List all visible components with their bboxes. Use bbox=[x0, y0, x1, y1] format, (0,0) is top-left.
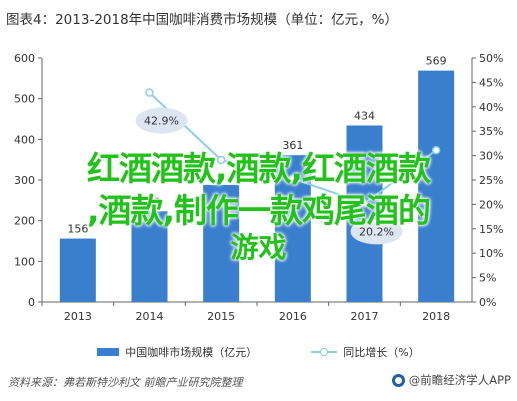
growth-label-bubble bbox=[135, 107, 188, 134]
growth-point-2017 bbox=[360, 199, 369, 208]
brand-label: @前瞻经济学人APP bbox=[408, 373, 511, 387]
x-tick-label: 2018 bbox=[422, 310, 450, 323]
chart-title: 图表4：2013-2018年中国咖啡消费市场规模（单位：亿元，%） bbox=[6, 12, 399, 28]
legend-item-line: 同比增长（%） bbox=[311, 344, 420, 360]
bar-2013 bbox=[59, 238, 96, 302]
y-right-tick-label: 30% bbox=[479, 150, 503, 163]
x-tick-label: 2013 bbox=[64, 310, 92, 323]
legend-label-bar: 中国咖啡市场规模（亿元） bbox=[125, 346, 258, 359]
x-tick-label: 2014 bbox=[136, 310, 164, 323]
bar-value-label: 434 bbox=[354, 110, 375, 123]
bar-2017 bbox=[346, 125, 383, 302]
y-left-tick-label: 300 bbox=[14, 174, 35, 187]
legend: 中国咖啡市场规模（亿元） 同比增长（%） bbox=[0, 344, 517, 360]
y-right-tick-label: 40% bbox=[479, 101, 503, 114]
legend-line-swatch bbox=[311, 347, 338, 357]
y-right-tick-label: 10% bbox=[479, 247, 503, 260]
bar-value-label: 569 bbox=[426, 55, 447, 68]
bar-2014 bbox=[131, 211, 168, 302]
growth-point-2018 bbox=[431, 145, 441, 155]
brand-credit: @前瞻经济学人APP bbox=[391, 372, 511, 388]
y-right-tick-label: 15% bbox=[479, 223, 503, 236]
x-tick-label: 2016 bbox=[279, 310, 307, 323]
x-tick-label: 2015 bbox=[207, 310, 235, 323]
bar-2018 bbox=[418, 70, 455, 303]
bar-value-label: 223 bbox=[139, 195, 160, 208]
growth-label-bubble bbox=[350, 218, 403, 245]
y-right-tick-label: 50% bbox=[479, 52, 503, 65]
y-left-tick-label: 500 bbox=[14, 93, 35, 106]
legend-bar-swatch bbox=[97, 348, 120, 356]
y-right-tick-label: 20% bbox=[479, 198, 503, 211]
legend-item-bar: 中国咖啡市场规模（亿元） bbox=[97, 344, 257, 360]
growth-point-2016 bbox=[288, 174, 298, 183]
y-right-tick-label: 45% bbox=[479, 76, 503, 89]
x-tick-label: 2017 bbox=[351, 310, 379, 323]
overlay-text-line-1: 红酒酒款,酒款,红酒酒款 bbox=[86, 149, 431, 188]
growth-value-label: 20.2% bbox=[359, 225, 394, 238]
overlay-text-line-2: ,酒款,制作一款鸡尾酒的 bbox=[86, 191, 431, 230]
overlay-text-line-3: 游戏 bbox=[230, 231, 287, 264]
growth-point-2015 bbox=[216, 155, 226, 165]
brand-logo-icon bbox=[391, 373, 405, 387]
source-note: 资料来源：弗若斯特沙利文 前瞻产业研究院整理 bbox=[8, 376, 243, 389]
growth-point-2014 bbox=[145, 88, 154, 97]
legend-label-line: 同比增长（%） bbox=[343, 346, 420, 359]
y-left-tick-label: 0 bbox=[28, 296, 35, 309]
bar-2015 bbox=[203, 184, 240, 302]
y-left-tick-label: 200 bbox=[14, 215, 35, 228]
y-left-tick-label: 400 bbox=[14, 133, 35, 146]
y-left-tick-label: 600 bbox=[14, 52, 35, 65]
y-right-tick-label: 25% bbox=[479, 174, 503, 187]
bar-value-label: 361 bbox=[282, 139, 303, 152]
y-right-tick-label: 5% bbox=[479, 272, 496, 285]
y-right-tick-label: 35% bbox=[479, 125, 503, 138]
growth-value-label: 42.9% bbox=[144, 115, 179, 128]
bar-value-label: 156 bbox=[67, 223, 88, 236]
y-right-tick-label: 0% bbox=[479, 296, 496, 309]
y-left-tick-label: 100 bbox=[14, 255, 35, 268]
